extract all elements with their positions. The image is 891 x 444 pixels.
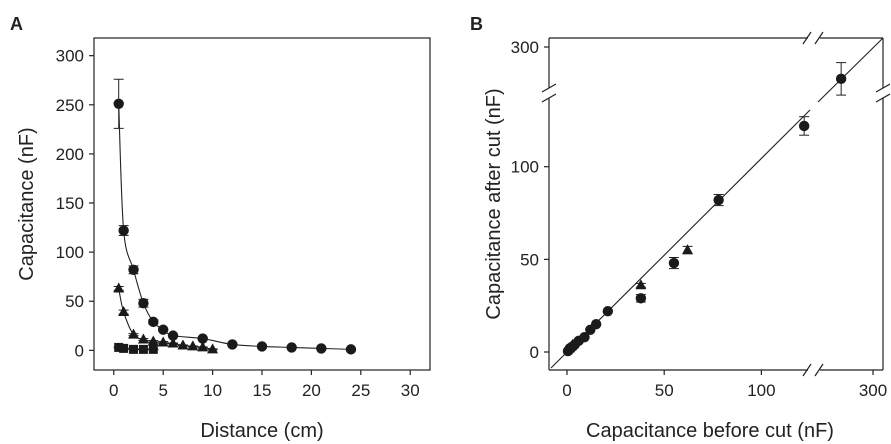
y-tick-label: 200 [56, 145, 84, 164]
y-tick-label: 150 [56, 194, 84, 213]
data-point [635, 279, 647, 290]
x-tick-label: 20 [302, 381, 321, 400]
panel-b-frame [541, 31, 891, 377]
y-tick-label: 300 [511, 38, 539, 57]
data-point [148, 344, 158, 354]
data-point [835, 73, 847, 85]
panel-b-xlabel: Capacitance before cut (nF) [586, 420, 834, 442]
data-point [197, 333, 208, 344]
data-point [567, 338, 579, 349]
data-point [119, 343, 129, 353]
y-tick-label: 50 [65, 292, 84, 311]
panel-a-frame [93, 37, 431, 371]
y-tick-label: 100 [56, 243, 84, 262]
x-tick-label: 0 [109, 381, 118, 400]
data-point [590, 319, 602, 330]
x-tick-label: 5 [158, 381, 167, 400]
panel-a-xlabel: Distance (cm) [200, 420, 323, 442]
data-point [345, 344, 357, 355]
x-tick-label: 10 [203, 381, 222, 400]
data-point [177, 339, 189, 350]
data-point [167, 330, 179, 341]
data-point [138, 344, 148, 354]
data-point [138, 298, 149, 309]
data-point [118, 225, 129, 236]
y-tick-label: 0 [530, 343, 539, 362]
x-tick-label: 300 [859, 381, 887, 400]
identity-line [817, 37, 884, 103]
series-line [118, 103, 351, 350]
data-point [118, 306, 130, 317]
data-point [148, 316, 159, 328]
data-point [113, 98, 124, 110]
data-point [167, 337, 179, 348]
data-point [316, 343, 327, 354]
data-point [602, 306, 614, 317]
data-point [668, 257, 680, 269]
data-point [129, 344, 139, 354]
data-point [713, 194, 724, 206]
data-point [579, 331, 590, 343]
x-tick-label: 30 [401, 381, 420, 400]
data-point [157, 324, 169, 335]
data-point [128, 264, 139, 276]
panel-b-plot: 0 50 100 300 0 50 100 300 [511, 37, 887, 400]
data-point [256, 341, 268, 352]
data-point [682, 244, 694, 255]
data-point [227, 339, 238, 350]
data-point [286, 342, 297, 353]
y-tick-label: 300 [56, 47, 84, 66]
panel-b-ylabel: Capacitance after cut (nF) [483, 88, 505, 319]
x-tick-label: 100 [747, 381, 775, 400]
y-tick-label: 50 [520, 250, 539, 269]
y-tick-label: 0 [75, 341, 84, 360]
data-point [207, 343, 219, 354]
data-point [798, 120, 810, 132]
panel-a-label: A [10, 14, 23, 34]
data-point [635, 293, 647, 304]
x-tick-label: 0 [562, 381, 571, 400]
y-tick-label: 250 [56, 96, 84, 115]
data-point [187, 340, 199, 351]
data-point [197, 341, 209, 352]
x-tick-label: 50 [655, 381, 674, 400]
x-tick-label: 15 [253, 381, 272, 400]
data-point [113, 282, 125, 293]
data-point [137, 333, 149, 344]
x-tick-label: 25 [351, 381, 370, 400]
y-tick-label: 100 [511, 158, 539, 177]
data-point [128, 328, 140, 339]
data-point [147, 335, 159, 346]
panel-a-ylabel: Capacitance (nF) [16, 127, 38, 280]
data-point [157, 336, 169, 347]
panel-b-label: B [470, 14, 483, 34]
